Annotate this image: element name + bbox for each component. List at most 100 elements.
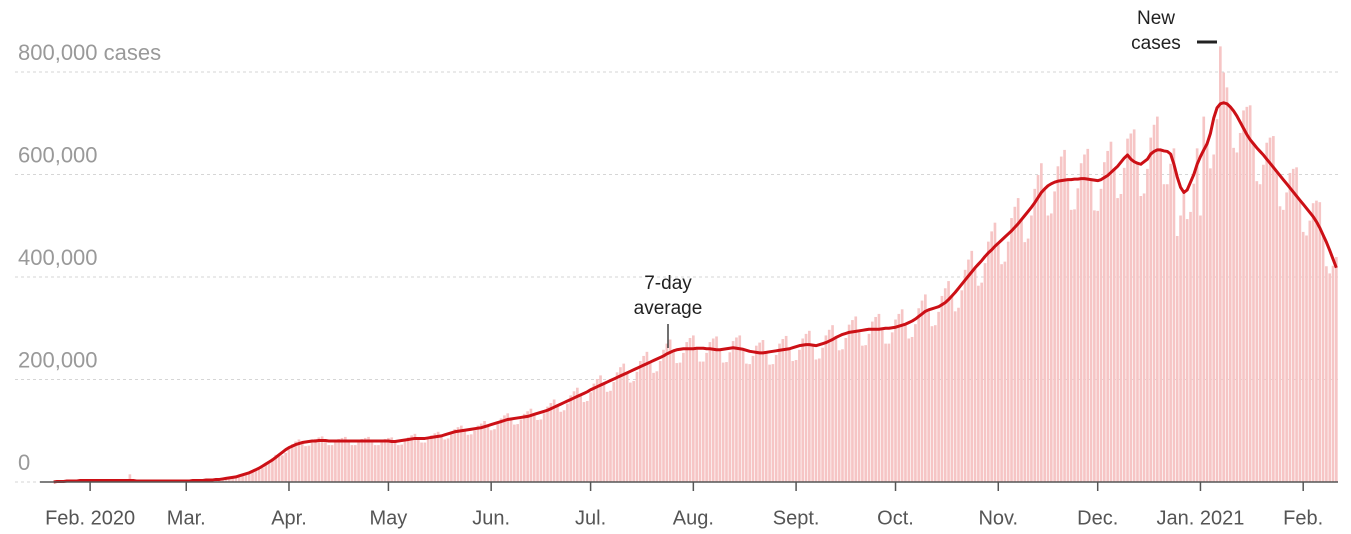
bar (340, 437, 344, 482)
bar (834, 337, 838, 482)
bar (542, 413, 546, 482)
bar (436, 431, 440, 482)
bar (271, 458, 274, 482)
bar (1156, 116, 1159, 483)
bar (914, 324, 917, 482)
bar (841, 349, 844, 482)
bar (708, 342, 712, 482)
bar (629, 382, 632, 482)
bar (324, 440, 327, 482)
bar (715, 336, 718, 482)
bar (1301, 231, 1305, 482)
bar (1232, 147, 1235, 482)
bar (987, 241, 990, 482)
bar (486, 425, 490, 482)
bar (1305, 235, 1308, 482)
bar (234, 477, 238, 482)
bar (1109, 141, 1113, 482)
x-tick-label: Jan. 2021 (1157, 507, 1245, 529)
bar (1272, 136, 1275, 482)
bar (920, 300, 924, 482)
bar (1258, 184, 1262, 483)
bar (274, 454, 278, 482)
bar (933, 325, 937, 482)
bar (910, 336, 914, 482)
bar (1199, 215, 1202, 482)
bar (1175, 236, 1179, 482)
bar (247, 472, 251, 482)
bar (1242, 110, 1245, 482)
bar (1308, 220, 1312, 482)
bar (1040, 163, 1043, 482)
bar (363, 437, 367, 482)
bar (1278, 206, 1282, 482)
bar (1139, 196, 1143, 482)
bar (221, 478, 225, 482)
bar (824, 335, 828, 482)
bar (685, 342, 689, 482)
bar (1043, 188, 1046, 482)
bar (781, 339, 785, 482)
bar (1126, 138, 1129, 482)
bar (1069, 209, 1073, 483)
bar (960, 290, 964, 482)
bar (589, 392, 592, 482)
bar (300, 442, 304, 482)
bar (801, 338, 805, 482)
bar (897, 313, 901, 482)
bar (940, 295, 944, 482)
bar (1083, 154, 1086, 482)
bar (383, 438, 387, 482)
bar (930, 326, 934, 482)
bar (635, 371, 639, 482)
x-tick-label: May (370, 507, 408, 529)
bar (493, 429, 496, 482)
bar (1056, 166, 1060, 483)
bar (1165, 184, 1169, 483)
bar (1331, 265, 1335, 482)
bar (973, 267, 977, 482)
bar (870, 321, 874, 482)
bar (615, 372, 619, 482)
bar (1096, 210, 1100, 482)
bar (1225, 87, 1229, 482)
bar (334, 442, 337, 482)
bar (668, 339, 672, 482)
x-tick-label: Sept. (773, 507, 820, 529)
bar (764, 352, 768, 482)
bar (1036, 175, 1040, 482)
bar (569, 395, 573, 482)
bar (851, 320, 854, 482)
bar (128, 474, 132, 482)
bar (1016, 198, 1020, 482)
bar (609, 390, 612, 482)
bar (625, 372, 629, 482)
bar (1189, 211, 1192, 482)
bar (546, 406, 549, 482)
bar (1262, 164, 1265, 482)
bar (446, 438, 450, 482)
bar (503, 415, 506, 482)
x-tick-label: Feb. 2020 (45, 507, 135, 529)
bar (244, 473, 248, 482)
bar (678, 362, 682, 482)
bar (261, 467, 264, 482)
bar (605, 391, 609, 482)
bar (808, 330, 811, 482)
bar (1076, 188, 1080, 482)
bar (463, 430, 466, 482)
bar (1010, 218, 1013, 482)
bar (1335, 257, 1338, 482)
bar (837, 350, 841, 482)
bar (516, 424, 520, 482)
bar (1235, 152, 1239, 482)
bar (1073, 209, 1076, 482)
bar (907, 338, 911, 482)
bar (1265, 142, 1269, 482)
bar (1321, 234, 1325, 482)
bar (307, 445, 311, 482)
bar (947, 281, 950, 482)
bar (1192, 183, 1196, 482)
bar (264, 464, 268, 482)
bar (456, 427, 460, 482)
